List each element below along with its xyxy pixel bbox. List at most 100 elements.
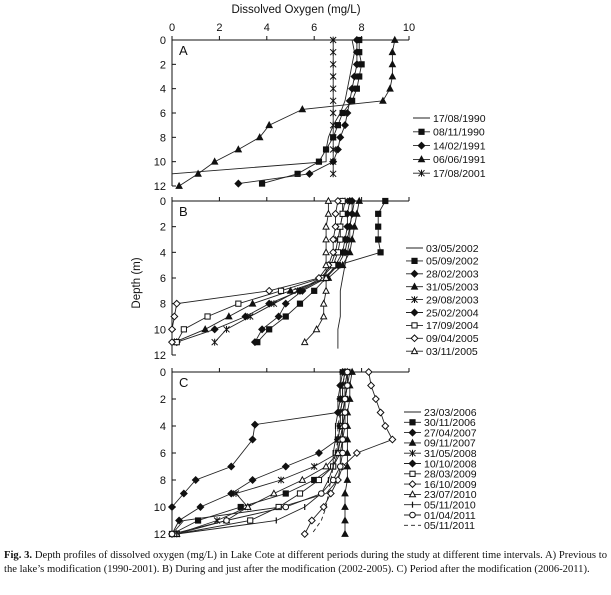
data-point: [329, 36, 337, 44]
y-tick-label: 8: [160, 299, 166, 311]
data-point: [341, 516, 349, 524]
y-axis-title: Depth (m): [131, 257, 143, 308]
data-point: [211, 338, 219, 346]
data-point: [339, 436, 346, 443]
data-point: [227, 489, 236, 498]
x-tick-label: 4: [264, 22, 270, 34]
data-point: [168, 530, 176, 538]
figure-caption: Fig. 3. Depth profiles of dissolved oxyg…: [4, 549, 607, 577]
data-point: [314, 273, 323, 283]
legend-label: 17/09/2004: [426, 320, 479, 332]
series-line: [176, 201, 344, 343]
data-point: [194, 517, 202, 524]
data-point: [167, 325, 177, 334]
data-point: [329, 48, 337, 56]
y-tick-label: 4: [160, 247, 166, 259]
data-point: [241, 312, 250, 321]
data-point: [336, 133, 345, 142]
data-point: [336, 463, 344, 470]
data-point: [329, 109, 337, 117]
data-point: [204, 313, 211, 320]
data-point: [341, 409, 349, 416]
dissolved-oxygen-chart: Dissolved Oxygen (mg/L) Depth (m) 0 2 4 6 8 1…: [131, 4, 486, 541]
data-point: [258, 325, 267, 334]
data-point: [307, 516, 316, 525]
data-point: [343, 108, 352, 118]
data-point: [339, 210, 346, 217]
data-point: [250, 338, 259, 347]
data-point: [319, 312, 328, 320]
y-tick-label: 0: [160, 367, 166, 379]
data-point: [179, 489, 188, 498]
data-point: [167, 502, 177, 512]
chart-panels: 0 2 4 6 8 10 0 2 4 6 8 10 12 A 17/08/1990 08/11/199014/…: [154, 22, 486, 541]
data-point: [386, 84, 394, 92]
legend-label: 05/11/2011: [424, 520, 475, 532]
legend-label: 03/11/2005: [426, 346, 478, 358]
data-point: [371, 394, 380, 404]
data-point: [172, 299, 181, 308]
data-point: [352, 48, 361, 57]
data-point: [329, 97, 337, 105]
data-point: [329, 121, 337, 129]
data-point: [295, 286, 304, 295]
legend-label: 28/03/2009: [424, 469, 477, 481]
data-point: [376, 408, 385, 417]
series-16-10-2009: [300, 367, 397, 539]
data-point: [331, 222, 340, 231]
series-28-03-2009: [173, 368, 351, 538]
legend-marker: [411, 257, 418, 264]
data-point: [322, 273, 330, 281]
series-17-08-2001: [329, 36, 337, 178]
data-point: [311, 287, 318, 294]
data-point: [367, 381, 376, 390]
legend-label: 05/09/2002: [426, 256, 479, 268]
y-tick-label: 2: [160, 59, 166, 71]
legend-marker: [411, 322, 418, 329]
data-point: [277, 287, 285, 294]
data-point: [322, 146, 330, 153]
data-point: [296, 300, 304, 307]
legend-label: 08/11/1990: [433, 127, 485, 139]
data-point: [324, 196, 333, 204]
data-point: [343, 475, 352, 483]
data-point: [225, 312, 233, 320]
data-point: [350, 72, 359, 81]
series-23-07-2010: [172, 367, 352, 537]
legend-label: 31/05/2003: [426, 282, 479, 294]
chart-panel-c: 0 2 4 6 8 10 12 C 23/03/200630/11/200627/04/2007…: [154, 367, 477, 541]
data-point: [310, 463, 318, 470]
data-point: [343, 235, 352, 244]
series-line: [304, 201, 329, 343]
data-point: [329, 235, 338, 244]
legend-marker: [409, 470, 416, 477]
panel-label: C: [179, 375, 188, 390]
data-point: [265, 299, 274, 308]
data-point: [329, 248, 338, 257]
data-point: [282, 313, 289, 320]
legend-label: 14/02/1991: [433, 140, 486, 152]
data-point: [341, 422, 349, 430]
series-14-02-1991: [234, 35, 361, 188]
y-tick-label: 10: [154, 157, 166, 169]
data-point: [248, 299, 257, 307]
data-point: [282, 503, 290, 511]
series-line: [171, 200, 339, 343]
data-point: [348, 196, 357, 206]
series-27-04-2007: [167, 367, 347, 512]
data-point: [375, 236, 382, 243]
series-03-05-2002: [337, 200, 355, 349]
data-point: [334, 122, 341, 129]
y-tick-label: 6: [160, 108, 166, 120]
x-tick-label: 8: [359, 22, 365, 34]
data-point: [170, 312, 179, 321]
data-point: [312, 325, 321, 333]
legend-label: 27/04/2007: [424, 427, 477, 439]
data-point: [329, 60, 337, 68]
y-tick-label: 6: [160, 448, 166, 460]
data-point: [322, 222, 330, 230]
data-point: [286, 286, 295, 294]
y-tick-label: 12: [154, 181, 166, 193]
panel-label: B: [179, 204, 188, 219]
y-tick-label: 0: [160, 35, 166, 47]
